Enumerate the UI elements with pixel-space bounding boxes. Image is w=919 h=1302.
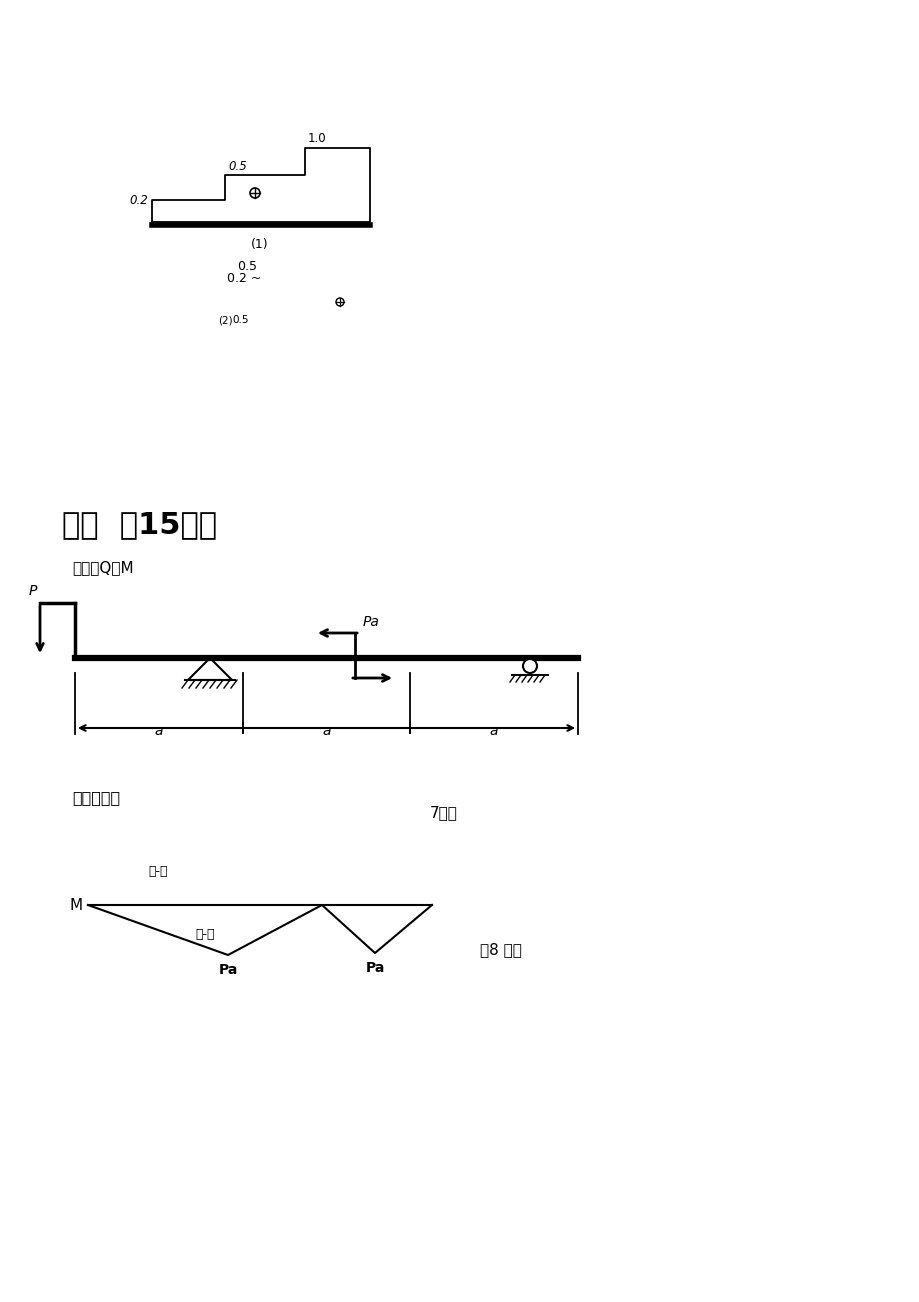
Circle shape xyxy=(335,298,344,306)
Text: （8 分）: （8 分） xyxy=(480,943,521,957)
Text: 作梁的Q、M: 作梁的Q、M xyxy=(72,560,133,575)
Text: 7分）: 7分） xyxy=(429,805,458,820)
Text: 0.5: 0.5 xyxy=(228,160,246,173)
Text: Pa: Pa xyxy=(365,961,384,975)
Text: (2): (2) xyxy=(218,316,233,326)
Text: M: M xyxy=(70,897,83,913)
Text: （-）: （-） xyxy=(195,928,214,941)
Text: a: a xyxy=(154,724,163,738)
Text: Pa: Pa xyxy=(363,615,380,629)
Circle shape xyxy=(522,659,537,673)
Text: a: a xyxy=(322,724,331,738)
Text: 答案如图示: 答案如图示 xyxy=(72,790,120,805)
Text: 0.5: 0.5 xyxy=(232,315,248,326)
Text: a: a xyxy=(490,724,498,738)
Text: （-）: （-） xyxy=(148,865,167,878)
Text: 0.2 ~: 0.2 ~ xyxy=(227,272,261,285)
Text: P: P xyxy=(28,585,37,598)
Text: 1.0: 1.0 xyxy=(308,132,326,145)
Text: 0.2: 0.2 xyxy=(129,194,148,207)
Text: Pa: Pa xyxy=(218,963,237,976)
Circle shape xyxy=(250,187,260,198)
Text: (1): (1) xyxy=(251,238,268,251)
Text: 四．  （15分）: 四． （15分） xyxy=(62,510,217,539)
Text: 0.5: 0.5 xyxy=(237,260,256,273)
